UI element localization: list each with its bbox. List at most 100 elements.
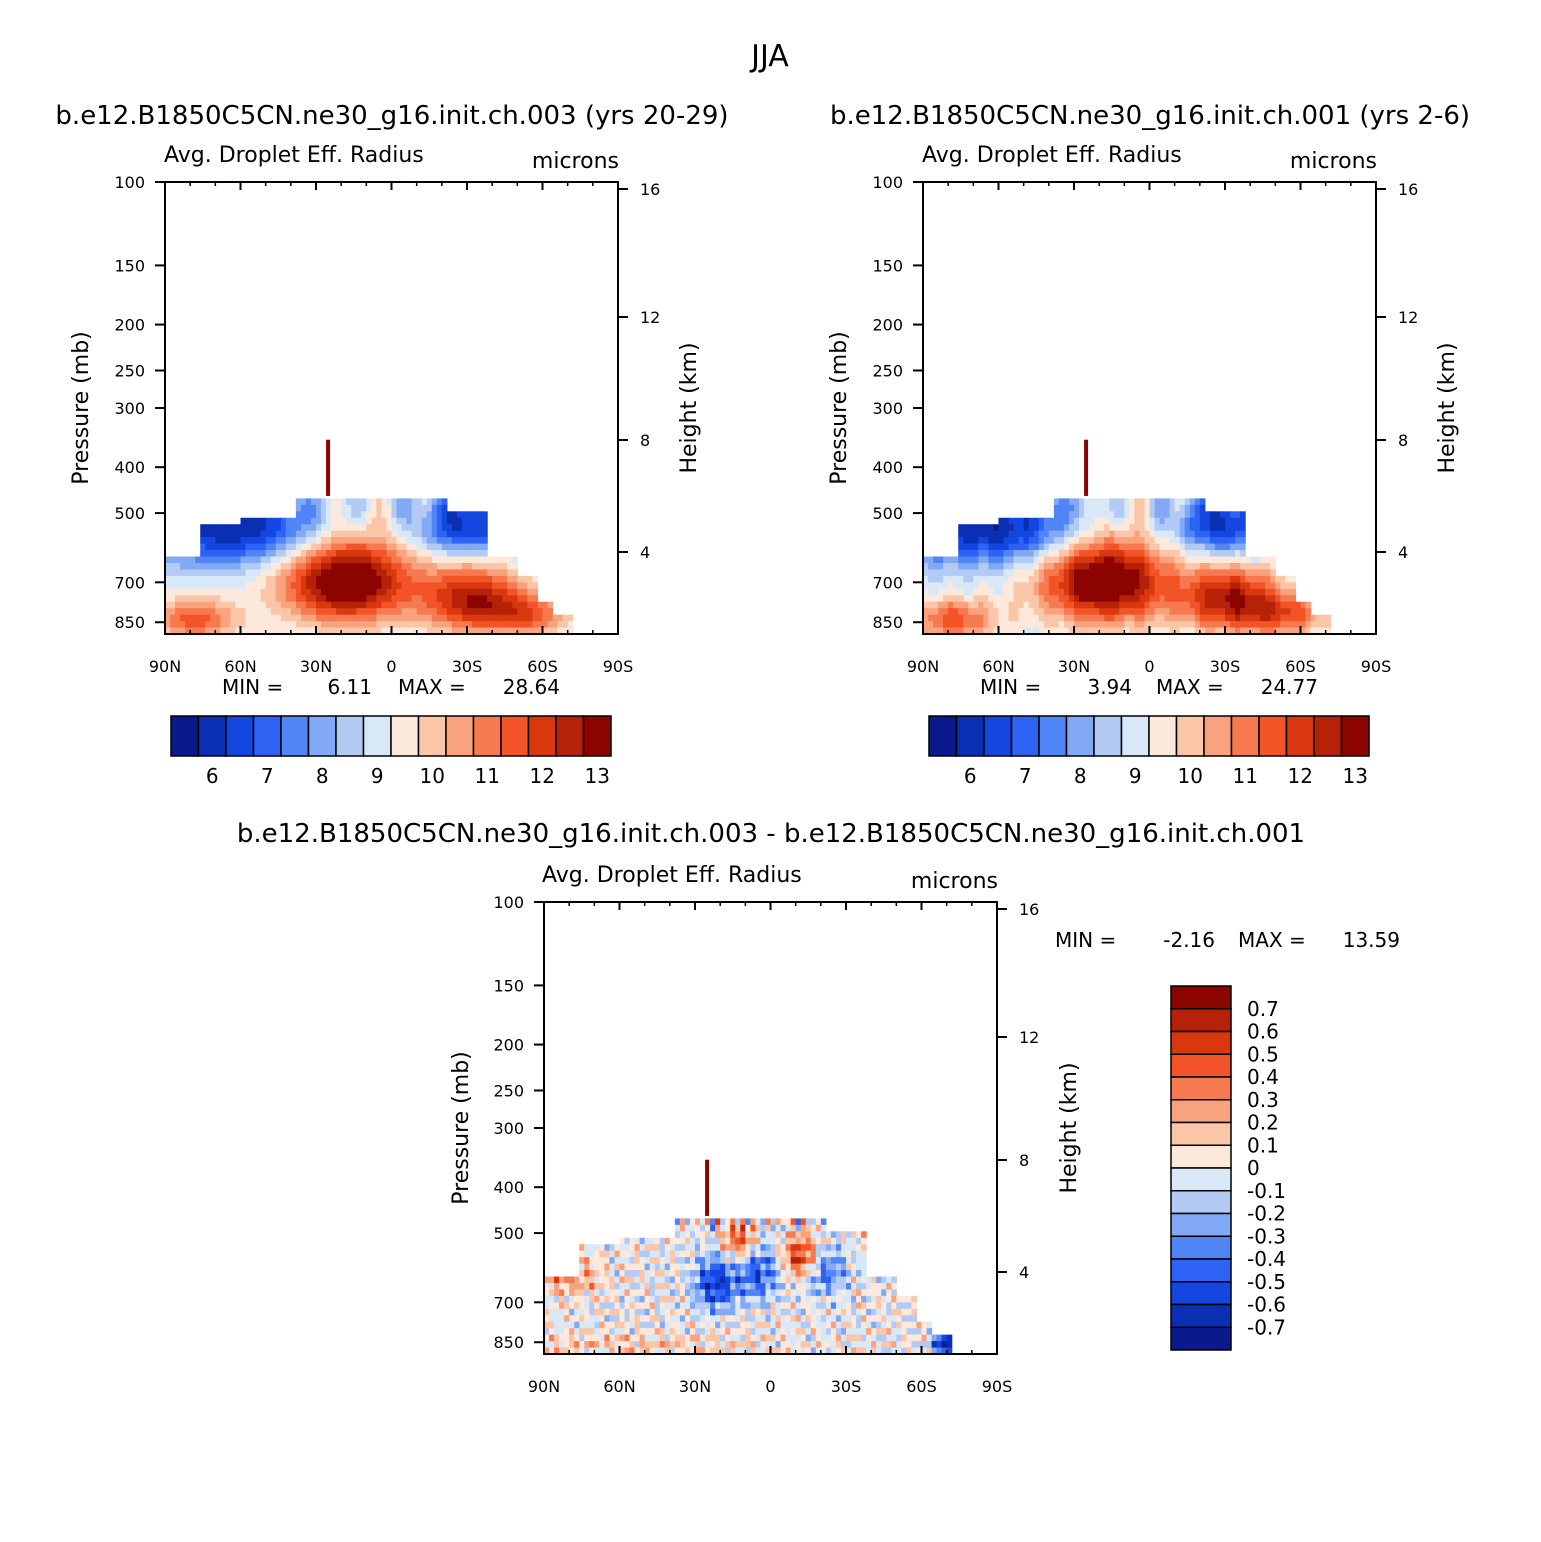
contour-cell: [800, 1334, 807, 1342]
contour-cell: [512, 614, 518, 622]
contour-cell: [502, 562, 508, 571]
panel-difference: b.e12.B1850C5CN.ne30_g16.init.ch.003 - b…: [237, 819, 1400, 1396]
contour-cell: [923, 614, 929, 622]
contour-cell: [544, 1347, 550, 1355]
contour-cell: [1164, 614, 1171, 622]
contour-cell: [1189, 504, 1196, 512]
contour-cell: [300, 550, 307, 558]
variable-title: Avg. Droplet Eff. Radius: [164, 143, 424, 168]
contour-cell: [522, 621, 528, 629]
contour-cell: [1230, 530, 1236, 538]
contour-cell: [1043, 627, 1050, 635]
contour-cell: [1139, 550, 1146, 558]
contour-cell: [861, 1250, 867, 1258]
contour-cell: [1250, 614, 1256, 622]
contour-cell: [866, 1321, 872, 1329]
contour-cell: [755, 1276, 762, 1284]
contour-cell: [825, 1334, 832, 1342]
contour-cell: [557, 614, 564, 622]
contour-cell: [451, 511, 458, 519]
contour-cell: [958, 562, 964, 571]
colorbar-label: 0.4: [1247, 1065, 1279, 1089]
contour-cell: [609, 1347, 616, 1355]
contour-cell: [1074, 582, 1080, 590]
contour-cell: [1204, 543, 1211, 551]
contour-cell: [1038, 550, 1045, 558]
contour-cell: [1214, 511, 1221, 519]
contour-cell: [512, 569, 518, 577]
contour-cell: [1179, 588, 1186, 596]
contour-cell: [1134, 537, 1141, 545]
contour-cell: [554, 1276, 560, 1284]
contour-cell: [1109, 608, 1115, 616]
contour-cell: [436, 498, 443, 506]
contour-cell: [1134, 504, 1141, 512]
contour-cell: [1084, 588, 1090, 596]
contour-cell: [1144, 562, 1151, 571]
contour-cell: [326, 530, 332, 538]
contour-cell: [725, 1237, 731, 1245]
contour-cell: [710, 1276, 716, 1284]
contour-cell: [270, 575, 277, 583]
contour-cell: [512, 562, 518, 571]
contour-cell: [700, 1244, 706, 1252]
y-axis-label: Pressure (mb): [827, 331, 852, 485]
contour-cell: [1265, 595, 1271, 603]
contour-cell: [472, 582, 478, 590]
contour-cell: [720, 1334, 726, 1342]
contour-cell: [1038, 595, 1045, 603]
contour-cell: [401, 614, 408, 622]
y2-axis-label: Height (km): [1435, 342, 1460, 473]
contour-cell: [436, 537, 443, 545]
contour-cell: [1219, 601, 1226, 609]
contour-cell: [305, 524, 312, 532]
contour-cell: [406, 621, 413, 629]
contour-cell: [659, 1263, 666, 1271]
contour-cell: [840, 1334, 847, 1342]
contour-cell: [1164, 530, 1171, 538]
y-tick-label: 700: [872, 573, 903, 592]
contour-cell: [1240, 556, 1246, 564]
contour-cell: [988, 530, 995, 538]
contour-cell: [785, 1328, 792, 1336]
contour-cell: [366, 537, 372, 545]
contour-cell: [750, 1341, 756, 1349]
contour-cell: [695, 1347, 701, 1355]
contour-cell: [1058, 627, 1065, 635]
contour-cell: [396, 595, 403, 603]
contour-cell: [351, 627, 357, 635]
contour-cell: [933, 588, 939, 596]
contour-cell: [983, 627, 990, 635]
contour-cell: [1270, 614, 1276, 622]
contour-cell: [745, 1321, 751, 1329]
contour-cell: [1109, 614, 1115, 622]
contour-cell: [901, 1328, 907, 1336]
contour-cell: [669, 1257, 676, 1265]
contour-cell: [1129, 582, 1135, 590]
contour-cell: [579, 1334, 585, 1342]
contour-cell: [1084, 582, 1090, 590]
contour-cell: [1204, 575, 1211, 583]
contour-cell: [1225, 614, 1231, 622]
contour-cell: [552, 621, 559, 629]
contour-cell: [800, 1295, 807, 1303]
contour-cell: [446, 537, 453, 545]
contour-cell: [846, 1244, 852, 1252]
contour-cell: [1194, 550, 1201, 558]
contour-cell: [1119, 556, 1125, 564]
units-label: microns: [1290, 149, 1377, 174]
contour-cell: [1104, 621, 1110, 629]
contour-cell: [624, 1237, 631, 1245]
contour-cell: [795, 1347, 802, 1355]
contour-cell: [1134, 588, 1141, 596]
contour-cell: [1053, 582, 1060, 590]
contour-cell: [725, 1244, 731, 1252]
contour-cell: [644, 1263, 651, 1271]
contour-cell: [695, 1315, 701, 1323]
contour-cell: [497, 595, 503, 603]
contour-cell: [695, 1270, 701, 1278]
contour-cell: [477, 614, 483, 622]
contour-cell: [953, 621, 959, 629]
contour-cell: [695, 1257, 701, 1265]
contour-cell: [1285, 595, 1292, 603]
